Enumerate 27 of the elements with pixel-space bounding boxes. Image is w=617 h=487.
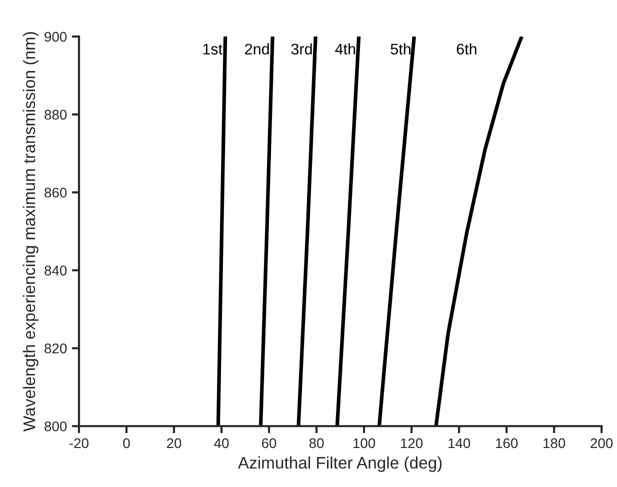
x-tick-label: 60 [262, 438, 276, 448]
series-label: 2nd [245, 43, 269, 55]
y-tick-label: 860 [44, 188, 67, 198]
x-tick-label: 160 [496, 438, 518, 448]
text: 6th [456, 43, 476, 55]
y-tick-label: 800 [44, 421, 67, 432]
line-series [434, 36, 524, 426]
x-tick-label: 180 [544, 438, 566, 448]
series-label: 5th [390, 43, 410, 55]
y-axis-title: Wavelength experiencing maximum transmission (nm) [22, 32, 38, 432]
x-tick-label: 40 [214, 438, 229, 448]
x-tick-label: 200 [590, 438, 613, 448]
x-tick-label: 120 [401, 438, 423, 448]
x-tick-label: 80 [309, 438, 324, 448]
series-label: 1st [203, 44, 222, 55]
x-tick-label: 100 [354, 438, 376, 448]
x-tick-label: 140 [448, 438, 470, 448]
series-label: 3rd [291, 43, 312, 55]
y-tick-label: 840 [44, 266, 67, 276]
x-axis-title: Azimuthal Filter Angle (deg) [238, 456, 442, 472]
y-tick-label: 820 [44, 344, 67, 354]
series-label: 4th [335, 43, 356, 54]
x-tick-label: -20 [70, 438, 88, 448]
y-tick-label: 880 [44, 110, 67, 120]
x-tick-label: 0 [123, 438, 130, 448]
y-tick-label: 900 [44, 32, 67, 42]
x-tick-label: 20 [166, 438, 182, 448]
